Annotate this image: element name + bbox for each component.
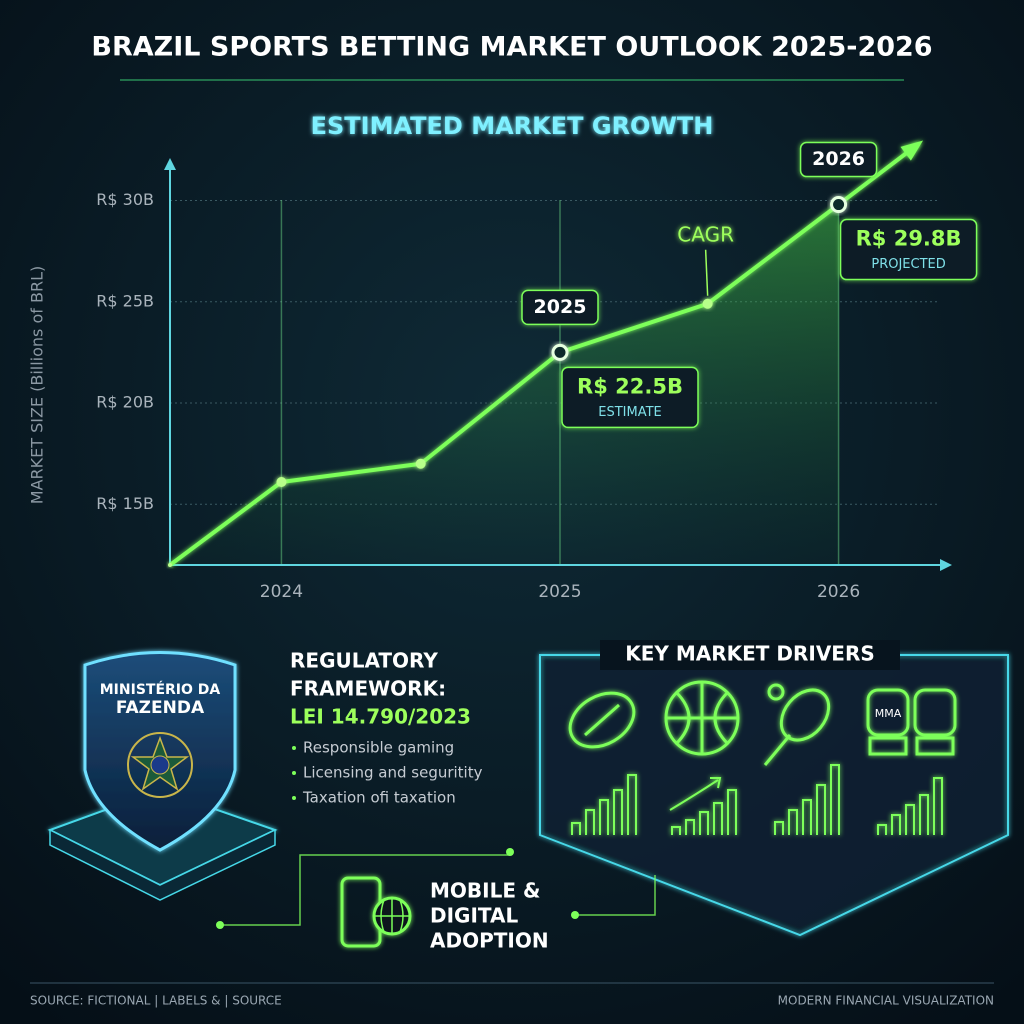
x-tick-label: 2024 bbox=[260, 582, 303, 602]
glove-cuff bbox=[868, 736, 908, 756]
bullet-text: Taxation ofi taxation bbox=[302, 789, 456, 807]
y-tick-label: R$ 30B bbox=[96, 190, 154, 209]
glove-label: MMA bbox=[875, 707, 902, 720]
x-axis-arrow bbox=[940, 559, 952, 571]
footer-credit: MODERN FINANCIAL VISUALIZATION bbox=[778, 994, 994, 1008]
trend-extension bbox=[837, 142, 920, 207]
bullet-text: Responsible gaming bbox=[303, 739, 454, 757]
data-point bbox=[702, 298, 713, 309]
value-label: R$ 29.8B bbox=[856, 227, 962, 251]
cagr-pointer bbox=[704, 249, 709, 296]
value-callout bbox=[561, 366, 699, 429]
cagr-label: CAGR bbox=[677, 222, 734, 246]
bullet bbox=[292, 746, 296, 750]
value-callout bbox=[839, 218, 978, 281]
y-axis-label: MARKET SIZE (Billions of BRL) bbox=[28, 266, 47, 504]
mobile-label: ADOPTION bbox=[430, 929, 549, 953]
tennis-ball bbox=[767, 683, 785, 701]
glove-icon bbox=[913, 688, 957, 737]
y-tick-label: R$ 15B bbox=[96, 494, 154, 513]
football-icon bbox=[568, 691, 636, 749]
bullet bbox=[292, 771, 296, 775]
panel-frame bbox=[539, 654, 1009, 937]
sport-icons bbox=[568, 680, 957, 766]
basketball-lines bbox=[666, 682, 738, 754]
mini-bars bbox=[671, 789, 737, 835]
racquet-handle bbox=[763, 734, 792, 766]
law-name: LEI 14.790/2023 bbox=[290, 705, 471, 729]
y-tick-label: R$ 20B bbox=[96, 393, 154, 412]
y-axis-arrow bbox=[164, 158, 176, 170]
shield-badge: MINISTÉRIO DA FAZENDA bbox=[47, 651, 278, 901]
line bbox=[168, 202, 840, 567]
y-tick-label: R$ 25B bbox=[96, 291, 154, 310]
glove-cuff bbox=[915, 736, 955, 756]
year-callout bbox=[799, 141, 878, 178]
emblem bbox=[127, 732, 193, 798]
data-point bbox=[168, 563, 172, 567]
trend-arrowhead bbox=[900, 140, 924, 161]
football-lace bbox=[584, 703, 620, 737]
footer-source: SOURCE: FICTIONAL | LABELS & | SOURCE bbox=[30, 994, 282, 1008]
drivers-panel: KEY MARKET DRIVERS MMA bbox=[539, 640, 1009, 937]
data-point bbox=[551, 343, 569, 361]
mini-bars bbox=[571, 774, 637, 835]
connector-dot bbox=[216, 921, 224, 929]
year-callout-label: 2026 bbox=[812, 148, 865, 170]
emblem-center bbox=[150, 755, 170, 775]
panel-title-bg bbox=[600, 640, 900, 670]
glove-icon bbox=[866, 688, 910, 737]
agency-name: MINISTÉRIO DA bbox=[100, 681, 221, 698]
chart-area: ESTIMATED MARKET GROWTH MARKET SIZE (Bill… bbox=[28, 112, 978, 602]
agency-name: FAZENDA bbox=[116, 698, 205, 718]
connector-dot bbox=[571, 911, 579, 919]
regulatory-heading: FRAMEWORK: bbox=[290, 677, 446, 701]
mini-bars bbox=[774, 764, 840, 835]
trend-arrow bbox=[669, 777, 722, 811]
value-tag: ESTIMATE bbox=[598, 405, 662, 420]
data-point bbox=[276, 476, 287, 487]
data-point bbox=[830, 196, 848, 214]
data-point bbox=[415, 458, 426, 469]
panel-title: KEY MARKET DRIVERS bbox=[625, 642, 875, 666]
connector bbox=[220, 854, 656, 926]
value-label: R$ 22.5B bbox=[577, 374, 683, 398]
mobile-label: MOBILE & bbox=[430, 879, 540, 903]
regulatory-bullets: Responsible gaming Licensing and segurit… bbox=[292, 739, 483, 807]
mobile-label: DIGITAL bbox=[430, 904, 518, 928]
connector-dot bbox=[506, 848, 514, 856]
value-tag: PROJECTED bbox=[871, 257, 945, 272]
platform-side bbox=[49, 828, 276, 901]
regulatory-heading: REGULATORY bbox=[290, 649, 438, 673]
bullet bbox=[292, 796, 296, 800]
year-callout-label: 2025 bbox=[534, 296, 587, 318]
mobile-section: MOBILE & DIGITAL ADOPTION bbox=[216, 848, 656, 953]
bullet-text: Licensing and seguritity bbox=[303, 764, 483, 782]
mini-bar-charts bbox=[571, 764, 943, 835]
page-title: BRAZIL SPORTS BETTING MARKET OUTLOOK 202… bbox=[91, 32, 932, 63]
mini-bars bbox=[877, 777, 943, 835]
globe-lines bbox=[374, 898, 410, 934]
year-callout bbox=[521, 289, 599, 326]
x-tick-label: 2025 bbox=[538, 582, 581, 602]
chart-title: ESTIMATED MARKET GROWTH bbox=[311, 112, 714, 140]
x-tick-label: 2026 bbox=[817, 582, 860, 602]
